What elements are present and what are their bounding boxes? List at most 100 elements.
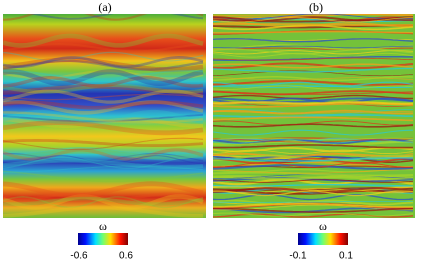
streak	[213, 137, 414, 140]
streak	[3, 83, 204, 94]
streak	[213, 184, 414, 187]
streak	[213, 62, 414, 69]
streak	[3, 181, 204, 199]
streak	[3, 158, 204, 170]
streak	[3, 149, 204, 160]
streak	[213, 16, 414, 22]
streak	[3, 84, 203, 96]
streak	[213, 52, 414, 58]
streak	[213, 129, 414, 136]
streak	[213, 212, 414, 217]
streak	[213, 85, 414, 90]
streak	[3, 155, 204, 165]
streak	[213, 194, 414, 201]
streak	[213, 94, 413, 100]
streak	[213, 77, 414, 81]
streak	[3, 114, 204, 123]
streak	[3, 205, 204, 218]
streak	[3, 120, 204, 136]
streak	[3, 89, 204, 104]
streak	[213, 109, 413, 115]
streak	[3, 146, 204, 161]
streak	[213, 116, 414, 122]
streak	[213, 164, 414, 170]
streak	[213, 149, 414, 155]
streak	[213, 48, 414, 55]
streak	[3, 69, 204, 86]
streak	[213, 141, 413, 146]
colorbar-label: ω	[319, 219, 327, 233]
colorbar-tick: -0.1	[289, 251, 307, 262]
streak	[3, 148, 204, 161]
streak	[213, 144, 414, 149]
streak	[213, 137, 414, 143]
panel-label: (a)	[98, 0, 111, 14]
streak	[213, 157, 413, 165]
streak	[3, 170, 204, 183]
field-texture	[213, 14, 414, 218]
streak	[213, 63, 414, 69]
streak	[3, 152, 204, 164]
streak	[3, 59, 204, 71]
streak	[213, 38, 414, 43]
streak	[213, 44, 414, 51]
field-texture	[3, 14, 204, 218]
streak	[3, 137, 204, 151]
streak	[213, 101, 414, 105]
streak	[3, 194, 204, 210]
streak	[213, 17, 414, 23]
streak	[213, 80, 414, 86]
vorticity-field	[3, 14, 206, 218]
streak	[3, 57, 204, 72]
streak	[213, 176, 414, 183]
streak	[213, 67, 414, 73]
panel-label: (b)	[309, 0, 323, 14]
streak	[213, 50, 414, 55]
streak	[213, 90, 414, 96]
streak	[213, 203, 414, 208]
streak	[3, 192, 204, 201]
streak	[3, 196, 204, 206]
streak	[213, 84, 414, 88]
colorbar-tick: 0.1	[339, 251, 353, 262]
streak	[3, 14, 204, 21]
streak	[213, 200, 413, 203]
streak	[3, 138, 204, 148]
streak	[3, 56, 204, 69]
streak	[213, 81, 414, 87]
streak	[3, 156, 204, 169]
streak	[213, 179, 414, 183]
streak	[3, 51, 204, 62]
streak	[213, 23, 413, 27]
streak	[3, 100, 204, 110]
streak	[213, 123, 414, 128]
streak	[213, 189, 414, 195]
streak	[3, 69, 204, 81]
colorbar-tick: 0.6	[119, 251, 133, 262]
streak	[213, 187, 414, 194]
colorbar	[78, 233, 128, 245]
streak	[213, 168, 414, 174]
streak	[3, 109, 204, 125]
streak	[213, 162, 414, 168]
streak	[213, 109, 414, 115]
streak	[3, 43, 204, 53]
streak	[213, 120, 414, 126]
streak	[3, 75, 204, 88]
streak	[213, 45, 414, 49]
streak	[213, 147, 414, 153]
streak	[213, 171, 414, 177]
streak	[213, 30, 413, 34]
streak	[213, 57, 414, 61]
streak	[213, 207, 414, 213]
streak	[213, 102, 414, 108]
colorbar-tick: -0.6	[70, 251, 88, 262]
streak	[3, 69, 204, 80]
streak	[3, 165, 204, 173]
streak	[3, 117, 204, 129]
streak	[213, 190, 414, 197]
streak	[213, 157, 413, 163]
streak	[3, 93, 204, 101]
streak	[3, 196, 204, 209]
